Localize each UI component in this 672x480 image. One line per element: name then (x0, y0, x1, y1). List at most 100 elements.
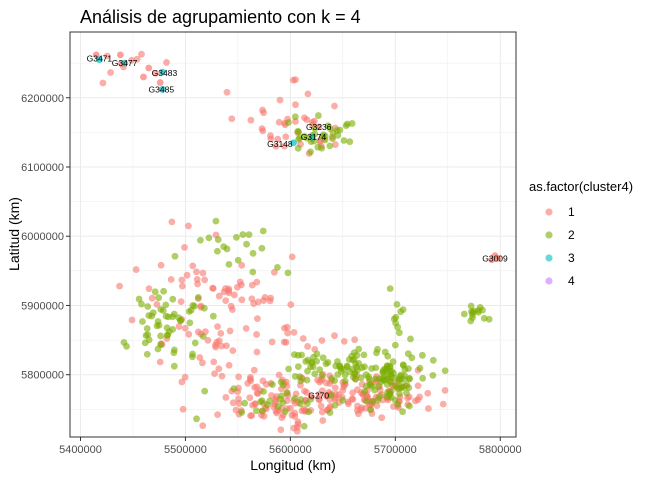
data-point-cluster-2 (397, 308, 405, 316)
data-point-cluster-2 (336, 126, 344, 134)
data-point-cluster-2 (363, 397, 370, 405)
data-point-cluster-2 (300, 422, 308, 430)
data-point-cluster-2 (327, 392, 335, 399)
data-point-cluster-2 (322, 360, 330, 368)
data-point-cluster-2 (381, 348, 389, 356)
point-label: G3174 (301, 132, 327, 142)
data-point-cluster-2 (201, 387, 209, 395)
data-point-cluster-2 (160, 287, 168, 295)
y-axis-title: Latitud (km) (6, 197, 22, 271)
data-point-cluster-2 (367, 406, 375, 414)
data-point-cluster-2 (328, 374, 335, 382)
data-point-cluster-1 (116, 51, 124, 59)
data-point-cluster-2 (144, 331, 152, 338)
data-point-cluster-1 (211, 370, 219, 378)
data-point-cluster-1 (315, 390, 323, 398)
data-point-cluster-2 (291, 394, 299, 402)
point-label: G3148 (267, 139, 293, 149)
data-point-cluster-2 (144, 303, 152, 310)
data-point-cluster-2 (309, 363, 317, 371)
data-point-cluster-2 (383, 381, 391, 388)
data-point-cluster-1 (488, 256, 496, 264)
data-point-cluster-2 (285, 119, 292, 126)
data-point-cluster-2 (316, 366, 324, 374)
data-point-cluster-2 (321, 136, 329, 144)
data-point-cluster-1 (378, 414, 386, 422)
data-point-cluster-1 (424, 405, 432, 412)
data-point-cluster-1 (268, 338, 276, 346)
data-point-cluster-1 (107, 69, 115, 76)
data-point-cluster-1 (238, 261, 246, 269)
data-point-cluster-2 (396, 390, 403, 398)
data-point-cluster-2 (135, 295, 143, 303)
data-point-cluster-1 (233, 283, 241, 291)
data-point-cluster-1 (212, 341, 219, 349)
data-point-cluster-2 (297, 400, 304, 408)
data-point-cluster-2 (340, 137, 348, 144)
data-point-cluster-2 (223, 245, 231, 253)
data-point-cluster-2 (310, 353, 317, 361)
data-point-cluster-2 (416, 364, 424, 372)
data-point-cluster-2 (258, 244, 266, 252)
data-point-cluster-1 (232, 406, 240, 414)
data-point-cluster-2 (266, 397, 274, 405)
data-point-cluster-1 (307, 393, 315, 401)
data-point-cluster-1 (275, 371, 283, 379)
point-label: G3477 (112, 58, 138, 68)
data-point-cluster-1 (168, 218, 176, 226)
data-point-cluster-2 (213, 247, 221, 255)
data-point-cluster-1 (217, 329, 225, 337)
data-point-cluster-2 (467, 302, 475, 310)
data-point-cluster-2 (398, 382, 406, 390)
data-point-cluster-2 (185, 308, 193, 315)
data-point-cluster-2 (245, 231, 253, 239)
data-point-cluster-2 (369, 398, 377, 405)
data-point-cluster-1 (229, 347, 237, 355)
data-point-cluster-1 (301, 114, 308, 122)
data-point-cluster-2 (374, 396, 382, 404)
data-point-cluster-2 (277, 378, 285, 386)
data-point-cluster-1 (270, 403, 277, 410)
data-point-cluster-2 (418, 351, 426, 359)
data-point-cluster-2 (326, 409, 334, 417)
legend-title: as.factor(cluster4) (529, 179, 633, 194)
data-point-cluster-1 (215, 365, 223, 373)
data-point-cluster-2 (348, 352, 356, 360)
data-point-cluster-1 (281, 142, 288, 150)
data-point-cluster-1 (283, 323, 291, 331)
data-point-cluster-1 (284, 329, 292, 337)
data-point-cluster-1 (272, 142, 280, 150)
data-point-cluster-1 (181, 243, 188, 251)
data-point-cluster-1 (414, 382, 422, 390)
data-point-cluster-1 (128, 56, 136, 64)
data-point-cluster-1 (238, 296, 246, 304)
data-point-cluster-2 (197, 236, 204, 244)
data-point-cluster-2 (441, 367, 449, 375)
y-axis-ticks: 5800000 5900000 6000000 6100000 6200000 (21, 93, 70, 382)
plot-border (69, 31, 517, 438)
data-point-cluster-2 (406, 402, 413, 410)
data-point-cluster-3 (290, 139, 297, 147)
data-point-cluster-2 (357, 374, 365, 382)
data-point-cluster-2 (239, 231, 247, 238)
data-point-cluster-2 (377, 378, 385, 386)
data-point-cluster-1 (181, 324, 189, 332)
x-tick-label: 5600000 (269, 444, 312, 456)
data-point-cluster-1 (258, 125, 266, 133)
data-point-cluster-2 (399, 408, 406, 416)
data-point-cluster-1 (246, 394, 254, 402)
data-point-cluster-1 (223, 88, 231, 96)
chart-title: Análisis de agrupamiento con k = 4 (80, 7, 361, 27)
data-point-cluster-1 (277, 426, 285, 434)
data-point-cluster-1 (340, 337, 348, 345)
data-point-cluster-2 (123, 343, 130, 350)
data-point-cluster-1 (270, 268, 278, 276)
data-point-cluster-2 (169, 313, 177, 321)
data-point-cluster-1 (230, 291, 238, 299)
data-point-cluster-2 (404, 350, 412, 358)
data-point-cluster-2 (303, 376, 311, 384)
data-point-cluster-2 (138, 300, 145, 308)
data-point-cluster-1 (294, 420, 302, 428)
x-tick-label: 5700000 (374, 444, 417, 456)
data-point-cluster-1 (152, 69, 160, 77)
